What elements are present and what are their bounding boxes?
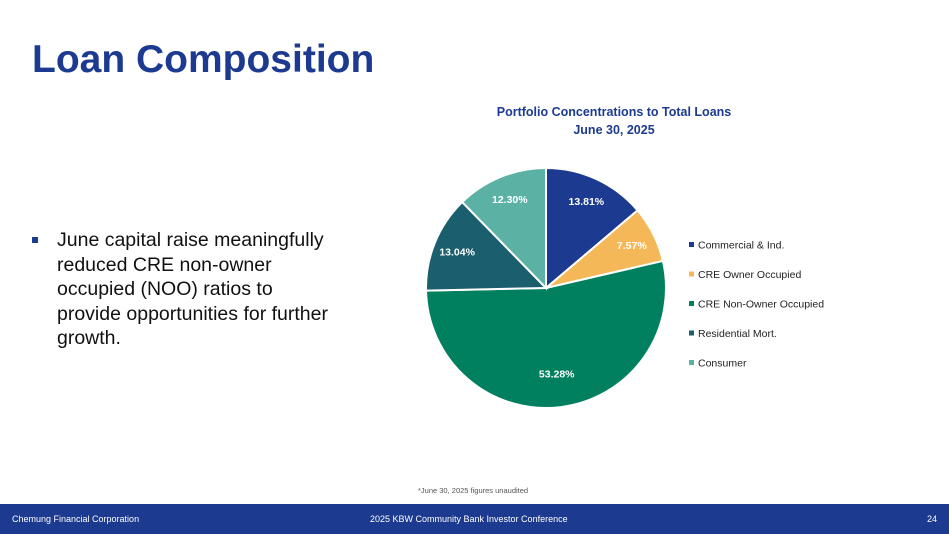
chart-legend: Commercial & Ind. CRE Owner Occupied CRE N… xyxy=(689,240,824,370)
legend-swatch xyxy=(689,360,694,365)
bullet-point: June capital raise meaningfully reduced … xyxy=(32,228,332,351)
data-label: 53.28% xyxy=(539,369,575,381)
legend-label: Residential Mort. xyxy=(698,328,777,340)
legend-swatch xyxy=(689,242,694,247)
legend-label: CRE Owner Occupied xyxy=(698,269,801,281)
data-label: 7.57% xyxy=(617,240,647,252)
data-label: 12.30% xyxy=(492,194,528,206)
pie-labels: 13.81% 7.57% 53.28% 13.04% 12.30% xyxy=(439,194,647,381)
bullet-square-icon xyxy=(32,237,38,243)
slide-title: Loan Composition xyxy=(32,38,375,81)
pie-slice-residential-mort xyxy=(425,200,549,292)
footer-bar: Chemung Financial Corporation 2025 KBW C… xyxy=(0,504,949,534)
footnote: *June 30, 2025 figures unaudited xyxy=(418,486,529,495)
footer-event: 2025 KBW Community Bank Investor Confere… xyxy=(370,514,568,524)
legend-swatch xyxy=(689,301,694,306)
legend-label: Consumer xyxy=(698,358,747,370)
data-label: 13.04% xyxy=(439,247,475,259)
chart-title: Portfolio Concentrations to Total Loans xyxy=(497,105,732,119)
bullet-text: June capital raise meaningfully reduced … xyxy=(57,229,328,349)
page-number: 24 xyxy=(926,514,937,524)
pie-slices xyxy=(425,166,667,409)
legend-label: Commercial & Ind. xyxy=(698,240,784,252)
pie-slice-commercial-ind xyxy=(545,166,639,291)
pie-slice-cre-non-owner-occupied xyxy=(425,259,667,409)
chart-subtitle: June 30, 2025 xyxy=(573,123,654,137)
data-label: 13.81% xyxy=(569,196,605,208)
pie-slice-consumer xyxy=(460,166,547,291)
pie-chart: Portfolio Concentrations to Total Loans … xyxy=(425,105,824,409)
legend-swatch xyxy=(689,330,694,336)
footer-company: Chemung Financial Corporation xyxy=(12,514,140,524)
legend-swatch xyxy=(689,271,694,277)
legend-label: CRE Non-Owner Occupied xyxy=(698,299,824,311)
